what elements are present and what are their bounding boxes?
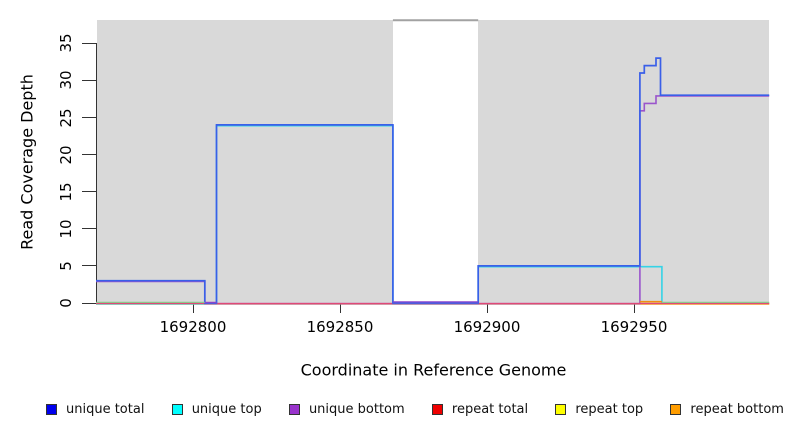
x-tick xyxy=(339,304,341,313)
y-tick-label: 30 xyxy=(57,70,75,90)
legend-item: unique top xyxy=(171,401,262,417)
y-tick xyxy=(82,154,96,156)
legend-item: repeat bottom xyxy=(670,402,784,417)
y-tick xyxy=(82,79,96,81)
legend-swatch xyxy=(288,403,300,415)
x-axis-title: Coordinate in Reference Genome xyxy=(300,360,567,380)
legend-swatch xyxy=(555,403,567,415)
legend-label: repeat top xyxy=(575,401,644,417)
y-tick-label: 10 xyxy=(57,219,75,239)
x-tick xyxy=(486,304,488,313)
legend-swatch xyxy=(670,403,682,415)
x-tick-label: 1692800 xyxy=(159,318,227,336)
legend-swatch xyxy=(46,403,57,415)
y-axis-line xyxy=(96,43,97,304)
legend-item: unique total xyxy=(46,402,144,417)
y-tick xyxy=(82,117,96,118)
y-tick-label: 25 xyxy=(57,107,75,128)
y-tick-label: 0 xyxy=(57,298,75,308)
legend-label: repeat bottom xyxy=(690,401,784,417)
legend-item: unique bottom xyxy=(288,401,405,417)
legend-label: unique total xyxy=(66,401,145,417)
legend-swatch xyxy=(431,403,443,415)
x-tick xyxy=(192,304,194,313)
legend-label: unique bottom xyxy=(308,401,405,417)
plot-region xyxy=(97,20,393,303)
y-tick xyxy=(82,191,96,193)
y-tick-label: 5 xyxy=(57,261,75,271)
plot-region xyxy=(478,20,770,303)
y-tick xyxy=(82,265,96,267)
legend: unique total unique top unique bottom repea… xyxy=(46,399,784,419)
legend-item: repeat top xyxy=(555,402,643,417)
y-tick xyxy=(82,228,96,230)
y-tick-label: 35 xyxy=(57,33,75,53)
x-tick xyxy=(633,304,635,313)
y-axis-title: Read Coverage Depth xyxy=(17,73,37,250)
y-tick-label: 20 xyxy=(57,145,75,165)
x-tick-label: 1692950 xyxy=(600,318,668,336)
x-tick-label: 1692850 xyxy=(306,318,374,336)
x-tick-label: 1692900 xyxy=(453,318,521,336)
plot-region xyxy=(392,20,479,303)
y-tick xyxy=(82,42,96,44)
legend-item: repeat total xyxy=(431,401,529,417)
y-tick xyxy=(82,302,96,304)
legend-label: repeat total xyxy=(451,401,529,417)
y-tick-label: 15 xyxy=(57,182,75,202)
legend-label: unique top xyxy=(191,401,262,417)
legend-swatch xyxy=(171,403,183,415)
